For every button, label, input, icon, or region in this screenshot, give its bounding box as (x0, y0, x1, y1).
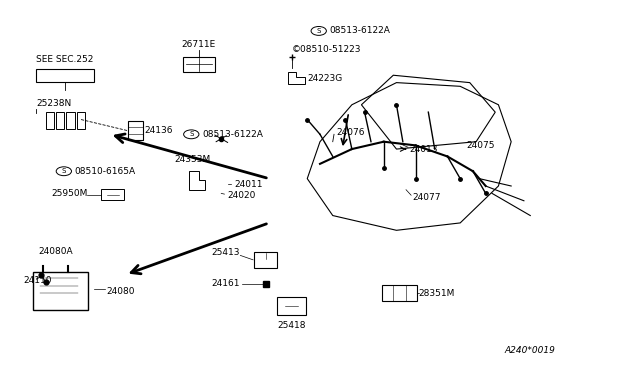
FancyBboxPatch shape (277, 297, 306, 315)
Text: 24076: 24076 (336, 128, 364, 137)
Text: 25418: 25418 (277, 321, 305, 330)
FancyBboxPatch shape (101, 189, 124, 200)
Text: 08513-6122A: 08513-6122A (330, 26, 390, 35)
FancyBboxPatch shape (127, 121, 143, 140)
Text: 24075: 24075 (467, 141, 495, 150)
FancyBboxPatch shape (183, 57, 215, 71)
Text: A240*0019: A240*0019 (505, 346, 556, 355)
Text: 25238N: 25238N (36, 99, 72, 109)
Text: 08510-6165A: 08510-6165A (75, 167, 136, 176)
Text: 24080: 24080 (106, 287, 135, 296)
Text: 08513-6122A: 08513-6122A (202, 130, 263, 139)
Text: 26711E: 26711E (182, 41, 216, 49)
Text: 24077: 24077 (412, 193, 441, 202)
FancyBboxPatch shape (254, 253, 276, 268)
FancyBboxPatch shape (36, 68, 94, 82)
Text: 24011: 24011 (234, 180, 262, 189)
FancyBboxPatch shape (46, 112, 54, 129)
FancyBboxPatch shape (33, 272, 88, 310)
Text: 24223G: 24223G (307, 74, 342, 83)
FancyBboxPatch shape (77, 112, 85, 129)
Text: S: S (189, 131, 193, 137)
Text: SEE SEC.252: SEE SEC.252 (36, 55, 94, 64)
FancyBboxPatch shape (56, 112, 65, 129)
Text: 25413: 25413 (212, 248, 241, 257)
Text: 24110: 24110 (24, 276, 52, 285)
Text: 24353M: 24353M (175, 155, 211, 164)
Text: S: S (61, 168, 66, 174)
Text: 24080A: 24080A (38, 247, 73, 256)
Text: 24161: 24161 (212, 279, 241, 288)
Text: 24020: 24020 (228, 191, 256, 200)
Text: 25950M: 25950M (51, 189, 88, 198)
FancyBboxPatch shape (382, 285, 417, 301)
Text: 28351M: 28351M (419, 289, 455, 298)
Text: ©08510-51223: ©08510-51223 (291, 45, 361, 54)
Text: S: S (317, 28, 321, 34)
FancyBboxPatch shape (67, 112, 75, 129)
Text: 24136: 24136 (145, 126, 173, 135)
Text: 24013: 24013 (409, 145, 438, 154)
